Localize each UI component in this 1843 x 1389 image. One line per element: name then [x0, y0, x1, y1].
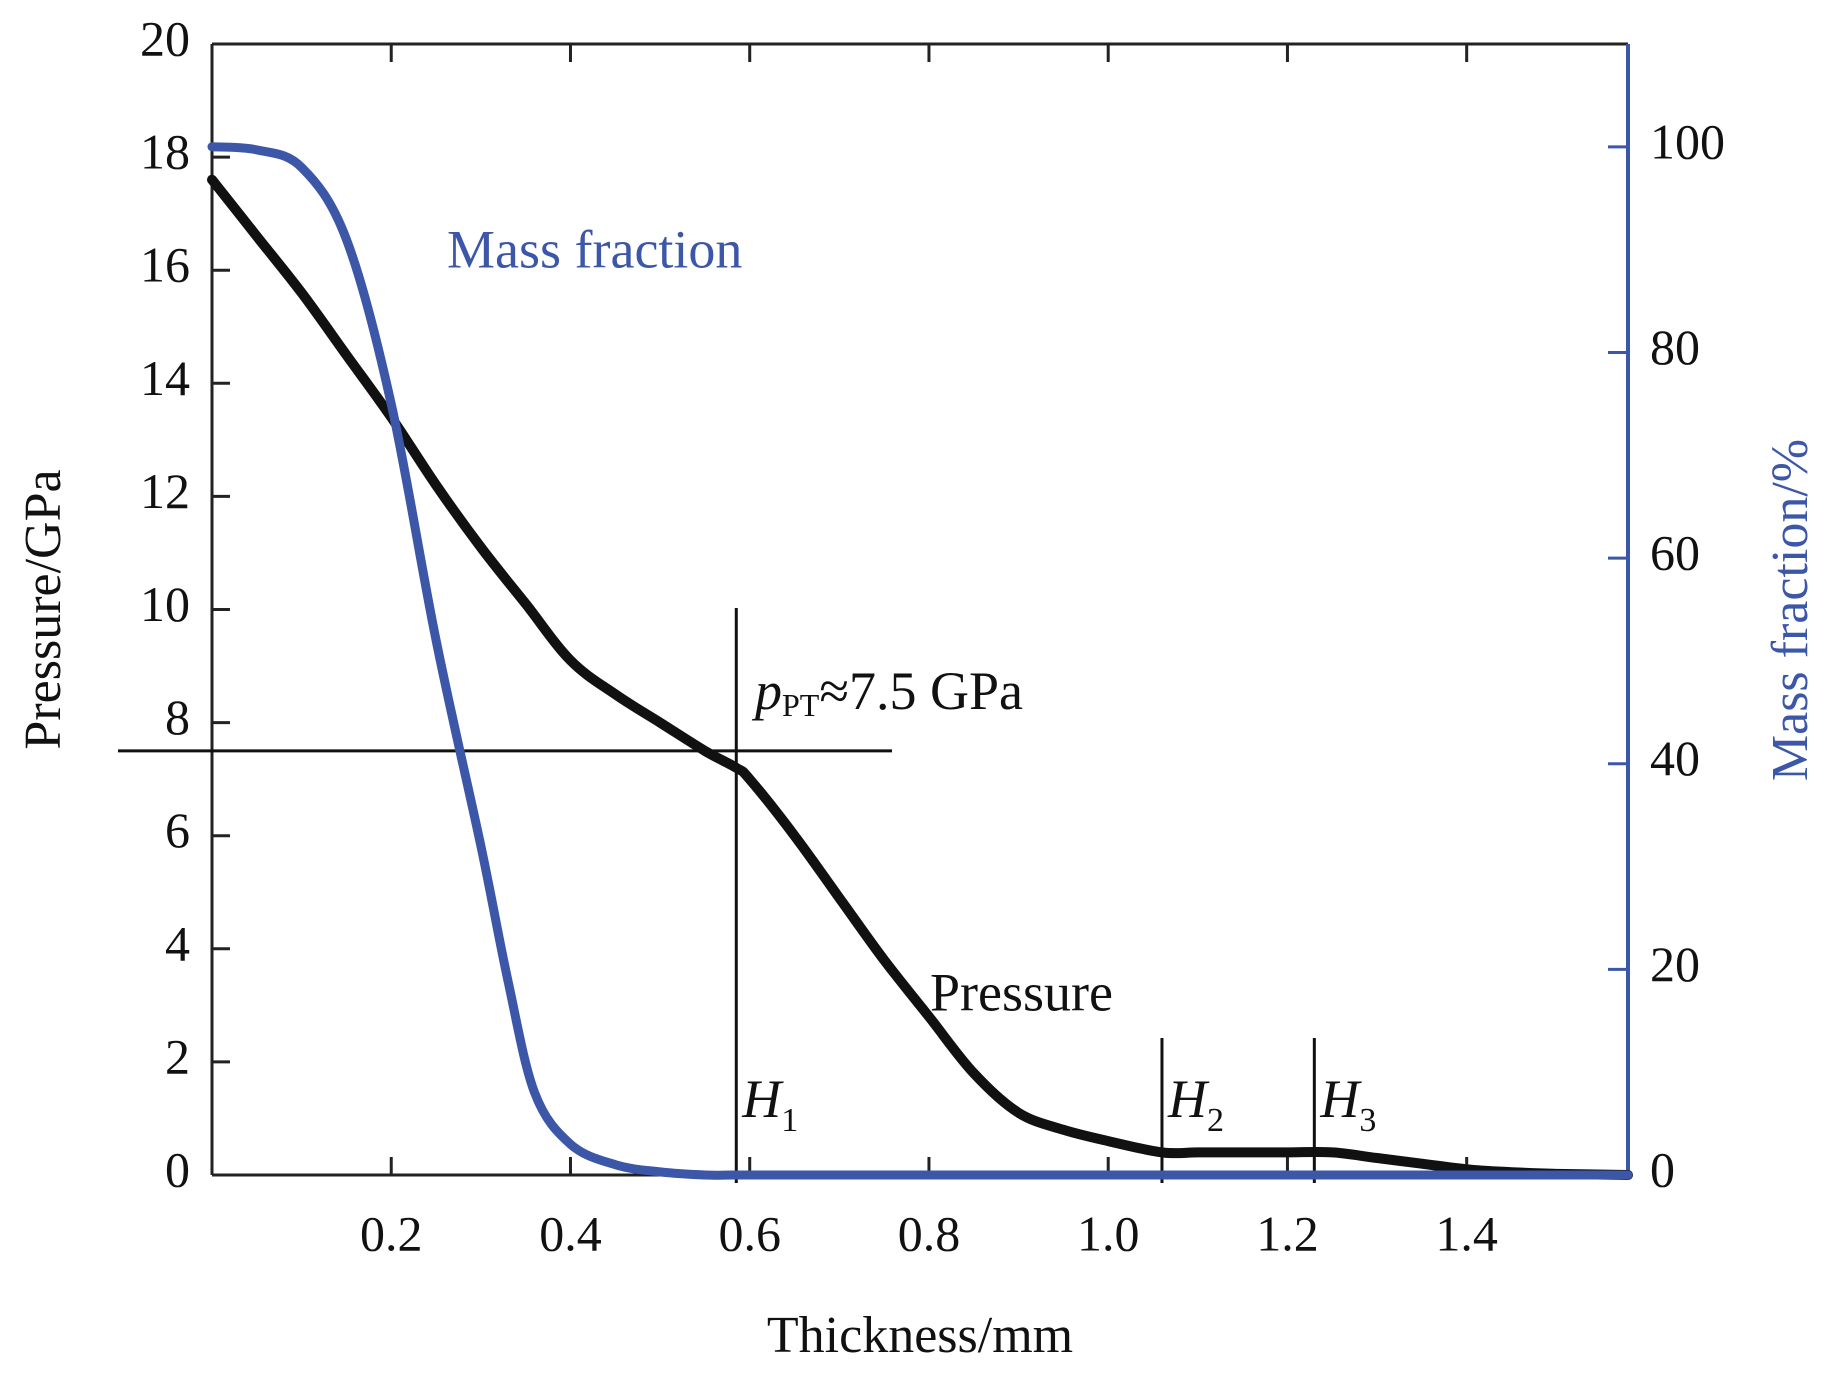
y-left-tick-label: 16: [140, 237, 190, 293]
mass-fraction-series-line: [207, 142, 1633, 1180]
y-right-tick-label: 100: [1650, 113, 1725, 169]
x-axis-title: Thickness/mm: [767, 1307, 1073, 1364]
y-left-tick-label: 2: [165, 1028, 190, 1084]
y-right-axis-title: Mass fraction/%: [1762, 439, 1819, 781]
y-left-tick-label: 0: [165, 1141, 190, 1197]
y-left-tick-label: 10: [140, 576, 190, 632]
x-tick-label: 1.2: [1256, 1205, 1319, 1261]
y-left-tick-label: 8: [165, 689, 190, 745]
h3-marker-label: H3: [1319, 1069, 1376, 1138]
h1-marker-label: H1: [741, 1069, 798, 1138]
marker-symbol: H: [1167, 1069, 1210, 1129]
pt-pressure-annotation: pPT≈7.5 GPa: [751, 661, 1023, 723]
y-right-tick-label: 0: [1650, 1141, 1675, 1197]
pt-subscript: PT: [782, 687, 820, 723]
marker-symbol: H: [1319, 1069, 1362, 1129]
x-tick-label: 0.4: [539, 1205, 602, 1261]
y-left-tick-label: 18: [140, 124, 190, 180]
y-right-tick-label: 40: [1650, 730, 1700, 786]
marker-subscript: 3: [1359, 1102, 1376, 1139]
x-tick-label: 1.0: [1077, 1205, 1140, 1261]
marker-symbol: H: [741, 1069, 784, 1129]
pt-symbol: p: [751, 661, 782, 721]
y-left-tick-label: 20: [140, 10, 190, 66]
y-right-tick-label: 60: [1650, 525, 1700, 581]
pressure-series-line: [207, 174, 1633, 1180]
y-left-axis-title: Pressure/GPa: [15, 469, 72, 749]
x-tick-label: 1.4: [1435, 1205, 1498, 1261]
y-left-tick-label: 14: [140, 350, 190, 406]
pt-value: ≈7.5 GPa: [819, 661, 1023, 721]
y-right-tick-label: 80: [1650, 319, 1700, 375]
marker-subscript: 2: [1207, 1102, 1224, 1139]
y-left-tick-label: 12: [140, 463, 190, 519]
h2-marker-label: H2: [1167, 1069, 1224, 1138]
mass-fraction-series-label: Mass fraction: [447, 219, 742, 279]
x-tick-label: 0.2: [360, 1205, 423, 1261]
y-left-tick-label: 4: [165, 915, 190, 971]
x-tick-label: 0.6: [718, 1205, 781, 1261]
y-right-tick-label: 20: [1650, 936, 1700, 992]
y-left-tick-label: 6: [165, 802, 190, 858]
pressure-series-label: Pressure: [930, 962, 1113, 1022]
marker-subscript: 1: [781, 1102, 798, 1139]
x-tick-label: 0.8: [898, 1205, 961, 1261]
